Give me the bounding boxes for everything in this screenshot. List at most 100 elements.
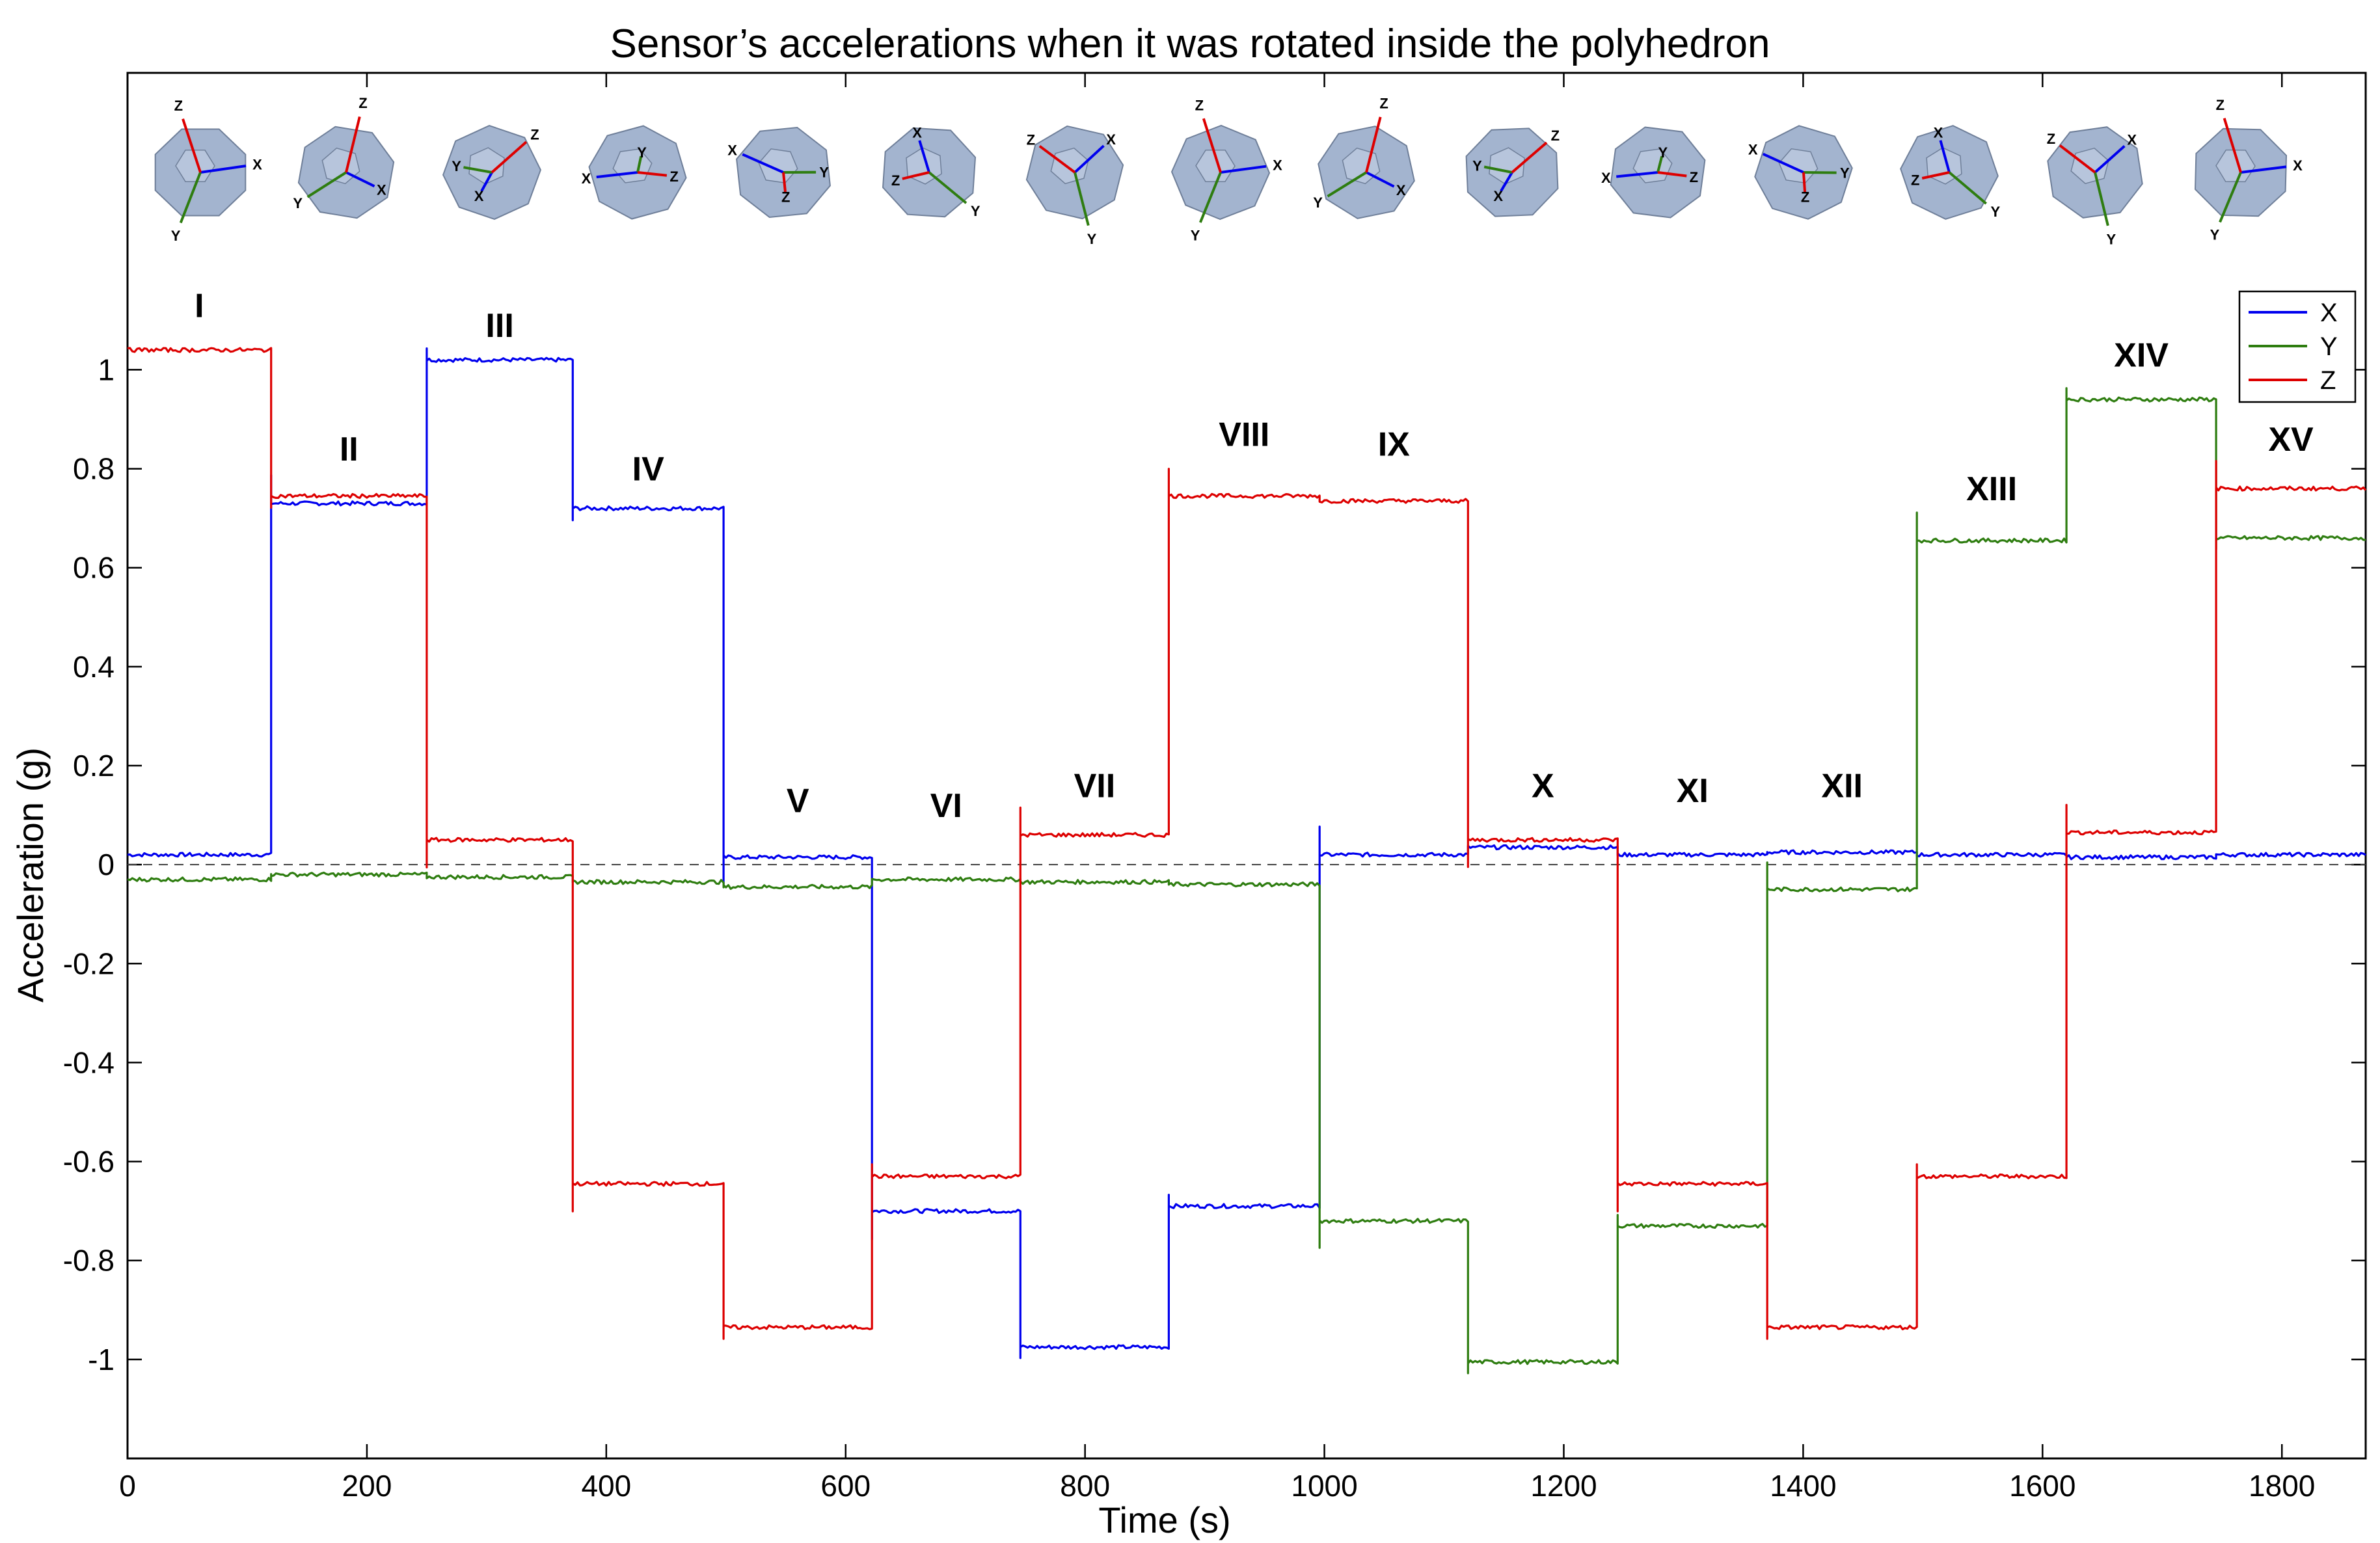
axis-letter-x: X [582, 170, 591, 187]
axis-arrow-y [1483, 165, 1513, 174]
polyhedron-icon-14: X Y Z [2047, 126, 2143, 247]
y-tick-label-3: 0.4 [73, 650, 115, 684]
axis-letter-z: Z [358, 95, 367, 111]
x-tick-label-7: 1400 [1770, 1469, 1836, 1503]
polyhedron-icon-13: X Y Z [1900, 124, 2001, 220]
y-tick-label-4: 0.2 [73, 749, 115, 783]
axis-arrow-x [1500, 171, 1513, 192]
axis-letter-x: X [1748, 142, 1758, 158]
x-tick-labels: 0 200 400 600 800 1000 1200 1400 1600 1800 [119, 1469, 2315, 1503]
axis-arrow-x [596, 171, 638, 179]
polyhedron-icon-7: X Y Z [1025, 125, 1124, 247]
axis-letter-y: Y [1087, 231, 1097, 247]
axis-arrow-x [1220, 165, 1267, 174]
axis-arrow-y [463, 166, 493, 174]
axis-arrow-x [2094, 145, 2126, 174]
axis-arrow-z [1921, 171, 1950, 180]
axis-arrow-x [742, 153, 784, 174]
axis-arrow-z [2223, 118, 2242, 173]
legend-label-z: Z [2320, 366, 2336, 395]
chart-title: Sensor’s accelerations when it was rotat… [610, 21, 1770, 66]
axis-letter-y: Y [2106, 231, 2116, 247]
segment-label-12: XII [1821, 767, 1863, 805]
segment-label-9: IX [1378, 426, 1410, 464]
axis-letter-y: Y [171, 228, 181, 244]
segment-label-4: IV [632, 451, 664, 489]
axis-arrow-z [782, 172, 787, 193]
axis-letter-z: Z [2216, 97, 2224, 113]
x-tick-label-2: 400 [581, 1469, 631, 1503]
axis-letter-x: X [1934, 124, 1943, 141]
axis-arrow-z [637, 171, 668, 177]
axis-letter-y: Y [1840, 165, 1850, 181]
axis-arrow-x [480, 172, 493, 192]
axis-letter-x: X [1601, 170, 1611, 186]
axis-letter-y: Y [1658, 144, 1668, 161]
axis-ticks [126, 73, 2366, 1458]
segment-label-11: XI [1677, 772, 1709, 810]
polyhedron-icon-8: X Y Z [1170, 98, 1282, 243]
x-tick-label-6: 1200 [1530, 1469, 1597, 1503]
y-axis-label: Acceleration (g) [10, 747, 51, 1002]
polyhedron-face [1050, 147, 1089, 185]
axis-arrow-y [179, 172, 202, 224]
x-tick-label-3: 600 [820, 1469, 871, 1503]
polyhedron-icon-12: X Y Z [1748, 125, 1853, 220]
x-axis-label: Time (s) [1098, 1499, 1230, 1540]
polyhedron-face [2070, 147, 2109, 185]
y-tick-label-5: 0 [98, 848, 115, 881]
axis-letter-y: Y [293, 195, 303, 211]
segment-label-10: X [1532, 767, 1554, 805]
axis-letter-z: Z [1551, 127, 1560, 144]
series-line-z [127, 347, 2367, 1340]
polyhedron-icon-15: X Y Z [2194, 97, 2303, 243]
axis-arrow-y [1327, 171, 1368, 198]
axis-letter-y: Y [1472, 157, 1482, 174]
axis-arrow-y [1657, 155, 1664, 173]
axis-arrow-z [1202, 118, 1222, 173]
axis-letter-x: X [2127, 131, 2137, 148]
axis-letter-z: Z [669, 168, 678, 185]
axis-arrow-z [902, 171, 930, 180]
axis-arrow-z [182, 118, 202, 173]
polyhedron-icon-1: X Y Z [154, 98, 262, 244]
axis-arrow-y [306, 171, 347, 198]
axis-letter-x: X [252, 157, 262, 173]
polyhedron-icon-9: X Y Z [1313, 96, 1415, 219]
axis-letter-z: Z [2047, 131, 2055, 147]
polyhedron-icon-6: X Y Z [882, 125, 980, 219]
polyhedron-icon-3: XY Z [442, 125, 541, 220]
x-tick-label-4: 800 [1060, 1469, 1110, 1503]
y-tick-label-2: 0.6 [73, 551, 115, 585]
axis-letter-z: Z [174, 98, 183, 114]
axis-letter-x: X [474, 188, 484, 204]
polyhedron-icon-5: X Y Z [727, 126, 831, 219]
polyhedron-face [1778, 148, 1819, 184]
segment-label-14: XIV [2114, 337, 2169, 375]
series-line-x [127, 347, 2366, 1360]
axis-letter-z: Z [1195, 98, 1204, 114]
axis-arrow-x [1366, 171, 1395, 188]
axis-arrow-x [200, 165, 247, 174]
y-tick-labels: 1 0.8 0.6 0.4 0.2 0 -0.2 -0.4 -0.6 -0.8 -1 [63, 353, 115, 1376]
polyhedron-face [758, 148, 798, 183]
axis-arrow-x [1762, 152, 1804, 174]
axis-arrow-y [636, 155, 643, 173]
axis-arrow-y [1948, 171, 1987, 205]
x-tick-label-8: 1600 [2009, 1469, 2076, 1503]
axis-arrow-y [2094, 172, 2109, 226]
segment-label-6: VI [930, 787, 962, 825]
y-tick-label-8: -0.6 [63, 1145, 115, 1179]
axis-arrow-z [491, 141, 528, 174]
axis-arrow-y [2219, 172, 2242, 223]
axis-arrow-x [918, 140, 930, 173]
segment-label-15: XV [2268, 421, 2314, 459]
orientation-icons-row: XYZXYZXYZXYZXYZXYZXYZXYZXYZXYZXYZXYZXYZX… [154, 95, 2303, 247]
axis-letter-x: X [2293, 157, 2303, 174]
y-tick-label-1: 0.8 [73, 452, 115, 486]
axis-arrow-x [2240, 165, 2287, 174]
polyhedron-face [175, 150, 215, 182]
x-tick-label-1: 200 [342, 1469, 392, 1503]
axis-letter-x: X [377, 182, 386, 198]
segment-label-5: V [787, 782, 809, 820]
